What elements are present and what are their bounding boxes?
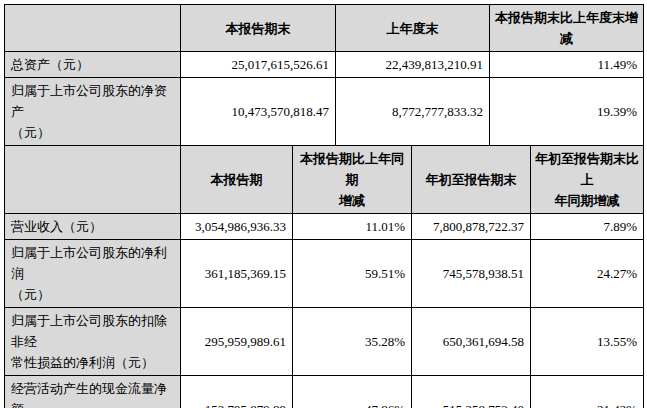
value-cell: 295,959,989.61: [181, 308, 293, 376]
value-cell: -47.86%: [293, 376, 412, 408]
value-cell: 7.89%: [531, 214, 644, 240]
table1-body: 本报告期末上年度末本报告期末比上年度末增减总资产（元）25,017,615,52…: [5, 5, 644, 146]
table2-body: 本报告期本报告期比上年同期 增减年初至报告期末年初至报告期末比上 年同期增减营业…: [5, 146, 644, 408]
row-label: 归属于上市公司股东的扣除非经 常性损益的净利润（元）: [5, 308, 181, 376]
column-header: 本报告期: [181, 146, 293, 214]
value-cell: 22,439,813,210.91: [336, 52, 490, 78]
header-row: 本报告期末上年度末本报告期末比上年度末增减: [5, 5, 644, 52]
column-header: 上年度末: [336, 5, 490, 52]
corner-cell: [5, 5, 181, 52]
value-cell: 11.49%: [490, 52, 644, 78]
value-cell: 13.55%: [531, 308, 644, 376]
column-header: 年初至报告期末: [412, 146, 531, 214]
value-cell: 361,185,369.15: [181, 240, 293, 308]
period-end-balance-table: 本报告期末上年度末本报告期末比上年度末增减总资产（元）25,017,615,52…: [4, 4, 644, 146]
table-row: 归属于上市公司股东的净资产 （元）10,473,570,818.478,772,…: [5, 78, 644, 146]
value-cell: 11.01%: [293, 214, 412, 240]
corner-cell: [5, 146, 181, 214]
value-cell: 650,361,694.58: [412, 308, 531, 376]
period-performance-table: 本报告期本报告期比上年同期 增减年初至报告期末年初至报告期末比上 年同期增减营业…: [4, 145, 644, 408]
value-cell: 25,017,615,526.61: [181, 52, 336, 78]
header-row: 本报告期本报告期比上年同期 增减年初至报告期末年初至报告期末比上 年同期增减: [5, 146, 644, 214]
table-row: 总资产（元）25,017,615,526.6122,439,813,210.91…: [5, 52, 644, 78]
value-cell: 745,578,938.51: [412, 240, 531, 308]
row-label: 归属于上市公司股东的净利润 （元）: [5, 240, 181, 308]
value-cell: 10,473,570,818.47: [181, 78, 336, 146]
value-cell: 153,795,879.89: [181, 376, 293, 408]
table-row: 归属于上市公司股东的扣除非经 常性损益的净利润（元）295,959,989.61…: [5, 308, 644, 376]
row-label: 归属于上市公司股东的净资产 （元）: [5, 78, 181, 146]
row-label: 经营活动产生的现金流量净额 （元）: [5, 376, 181, 408]
row-label: 营业收入（元）: [5, 214, 181, 240]
value-cell: 7,800,878,722.37: [412, 214, 531, 240]
value-cell: -21.42%: [531, 376, 644, 408]
column-header: 本报告期末比上年度末增减: [490, 5, 644, 52]
value-cell: 3,054,986,936.33: [181, 214, 293, 240]
value-cell: 59.51%: [293, 240, 412, 308]
row-label: 总资产（元）: [5, 52, 181, 78]
column-header: 本报告期末: [181, 5, 336, 52]
value-cell: 19.39%: [490, 78, 644, 146]
value-cell: 515,258,753.40: [412, 376, 531, 408]
column-header: 本报告期比上年同期 增减: [293, 146, 412, 214]
column-header: 年初至报告期末比上 年同期增减: [531, 146, 644, 214]
value-cell: 8,772,777,833.32: [336, 78, 490, 146]
value-cell: 24.27%: [531, 240, 644, 308]
table-row: 营业收入（元）3,054,986,936.3311.01%7,800,878,7…: [5, 214, 644, 240]
table-row: 归属于上市公司股东的净利润 （元）361,185,369.1559.51%745…: [5, 240, 644, 308]
value-cell: 35.28%: [293, 308, 412, 376]
report-summary-tables: 本报告期末上年度末本报告期末比上年度末增减总资产（元）25,017,615,52…: [0, 0, 647, 408]
table-row: 经营活动产生的现金流量净额 （元）153,795,879.89-47.86%51…: [5, 376, 644, 408]
